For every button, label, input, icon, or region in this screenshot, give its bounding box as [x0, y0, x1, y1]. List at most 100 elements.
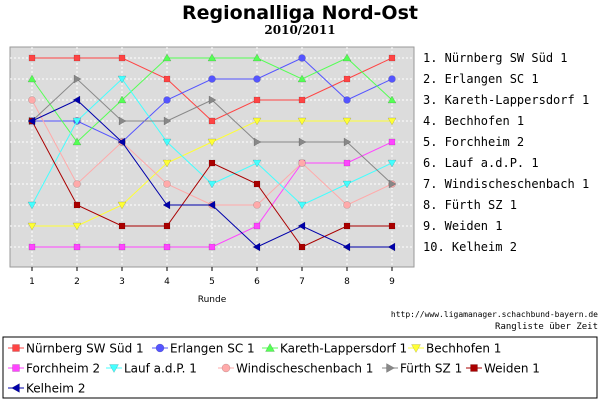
data-point: [298, 96, 306, 104]
data-point: [163, 222, 171, 230]
series-2: [27, 53, 397, 146]
data-point: [162, 159, 172, 168]
data-point: [297, 201, 307, 210]
legend-marker: [411, 344, 421, 354]
data-point: [387, 117, 397, 126]
data-point: [208, 95, 217, 105]
data-point: [162, 53, 172, 62]
standing-label: 4. Bechhofen 1: [423, 114, 524, 128]
standing-label: 1. Nürnberg SW Süd 1: [423, 51, 568, 65]
data-point: [117, 137, 126, 147]
data-point: [252, 159, 262, 168]
data-point: [208, 159, 216, 167]
data-point: [208, 243, 216, 251]
x-axis: 1 2 3 4 5 6 7 8 9: [29, 267, 395, 287]
legend-marker: [12, 344, 20, 352]
x-tick-label: 9: [389, 277, 395, 287]
data-point: [387, 159, 397, 168]
data-point: [73, 243, 81, 251]
x-axis-label: Runde: [198, 295, 227, 305]
data-point: [28, 243, 36, 251]
standing-label: 8. Fürth SZ 1: [423, 198, 517, 212]
legend-marker: [386, 363, 396, 373]
legend-marker: [155, 343, 165, 353]
data-point: [343, 137, 352, 147]
data-point: [118, 222, 126, 230]
data-point: [297, 221, 306, 231]
standing-label: 3. Kareth-Lappersdorf 1: [423, 93, 589, 107]
data-point: [297, 117, 307, 126]
data-point: [28, 96, 36, 104]
data-point: [163, 116, 172, 126]
series-layer: [27, 53, 397, 252]
data-point: [253, 75, 261, 83]
legend-label: Bechhofen 1: [426, 342, 501, 356]
data-point: [117, 201, 127, 210]
legend-item: Weiden 1: [466, 362, 540, 376]
legend-label: Forchheim 2: [26, 362, 100, 376]
standing-label: 5. Forchheim 2: [423, 135, 524, 149]
standing-label: 2. Erlangen SC 1: [423, 72, 539, 86]
data-point: [387, 95, 397, 104]
legend-item: Windischeschenbach 1: [218, 362, 373, 376]
data-point: [342, 117, 352, 126]
data-point: [73, 180, 81, 188]
data-point: [118, 243, 126, 251]
data-point: [163, 243, 171, 251]
data-point: [208, 75, 216, 83]
data-point: [162, 138, 172, 147]
data-point: [253, 96, 261, 104]
data-point: [342, 180, 352, 189]
data-point: [252, 53, 262, 62]
data-point: [343, 201, 351, 209]
legend-marker: [265, 342, 275, 352]
legend-label: Weiden 1: [484, 362, 540, 376]
data-point: [27, 116, 36, 126]
legend-marker: [12, 364, 20, 372]
data-point: [163, 180, 171, 188]
data-point: [73, 74, 82, 84]
legend-label: Fürth SZ 1: [400, 362, 462, 376]
data-point: [27, 74, 37, 83]
legend-item: Lauf a.d.P. 1: [106, 362, 197, 376]
data-point: [253, 137, 262, 147]
legend-item: Bechhofen 1: [408, 342, 501, 356]
data-point: [118, 116, 127, 126]
source-url: http://www.ligamanager.schachbund-bayern…: [390, 310, 598, 319]
data-point: [207, 200, 216, 210]
data-point: [252, 117, 262, 126]
legend-label: Windischeschenbach 1: [236, 362, 373, 376]
x-tick-label: 3: [119, 277, 125, 287]
legend-item: Nürnberg SW Süd 1: [8, 342, 144, 356]
data-point: [73, 54, 81, 62]
data-point: [387, 242, 396, 252]
data-point: [343, 159, 351, 167]
data-point: [298, 159, 306, 167]
x-tick-label: 4: [164, 277, 170, 287]
chart-caption: Rangliste über Zeit: [495, 322, 598, 332]
data-point: [162, 200, 171, 210]
legend-item: Kareth-Lappersdorf 1: [262, 342, 407, 356]
data-point: [163, 96, 171, 104]
x-tick-label: 2: [74, 277, 80, 287]
data-point: [253, 201, 261, 209]
standing-label: 10. Kelheim 2: [423, 240, 517, 254]
data-point: [343, 75, 351, 83]
data-point: [388, 179, 397, 189]
data-point: [298, 137, 307, 147]
data-point: [163, 75, 171, 83]
legend-label: Nürnberg SW Süd 1: [26, 342, 144, 356]
final-standings: 1. Nürnberg SW Süd 1 2. Erlangen SC 1 3. K…: [423, 51, 589, 254]
data-point: [388, 75, 396, 83]
data-point: [252, 242, 261, 252]
data-point: [388, 138, 396, 146]
legend-item: Fürth SZ 1: [382, 362, 462, 376]
legend-label: Kelheim 2: [26, 382, 85, 396]
data-point: [388, 222, 396, 230]
standing-label: 6. Lauf a.d.P. 1: [423, 156, 539, 170]
legend: Nürnberg SW Süd 1 Erlangen SC 1 Kareth-Lap…: [8, 342, 540, 396]
data-point: [343, 222, 351, 230]
data-point: [298, 54, 306, 62]
data-point: [207, 53, 217, 62]
